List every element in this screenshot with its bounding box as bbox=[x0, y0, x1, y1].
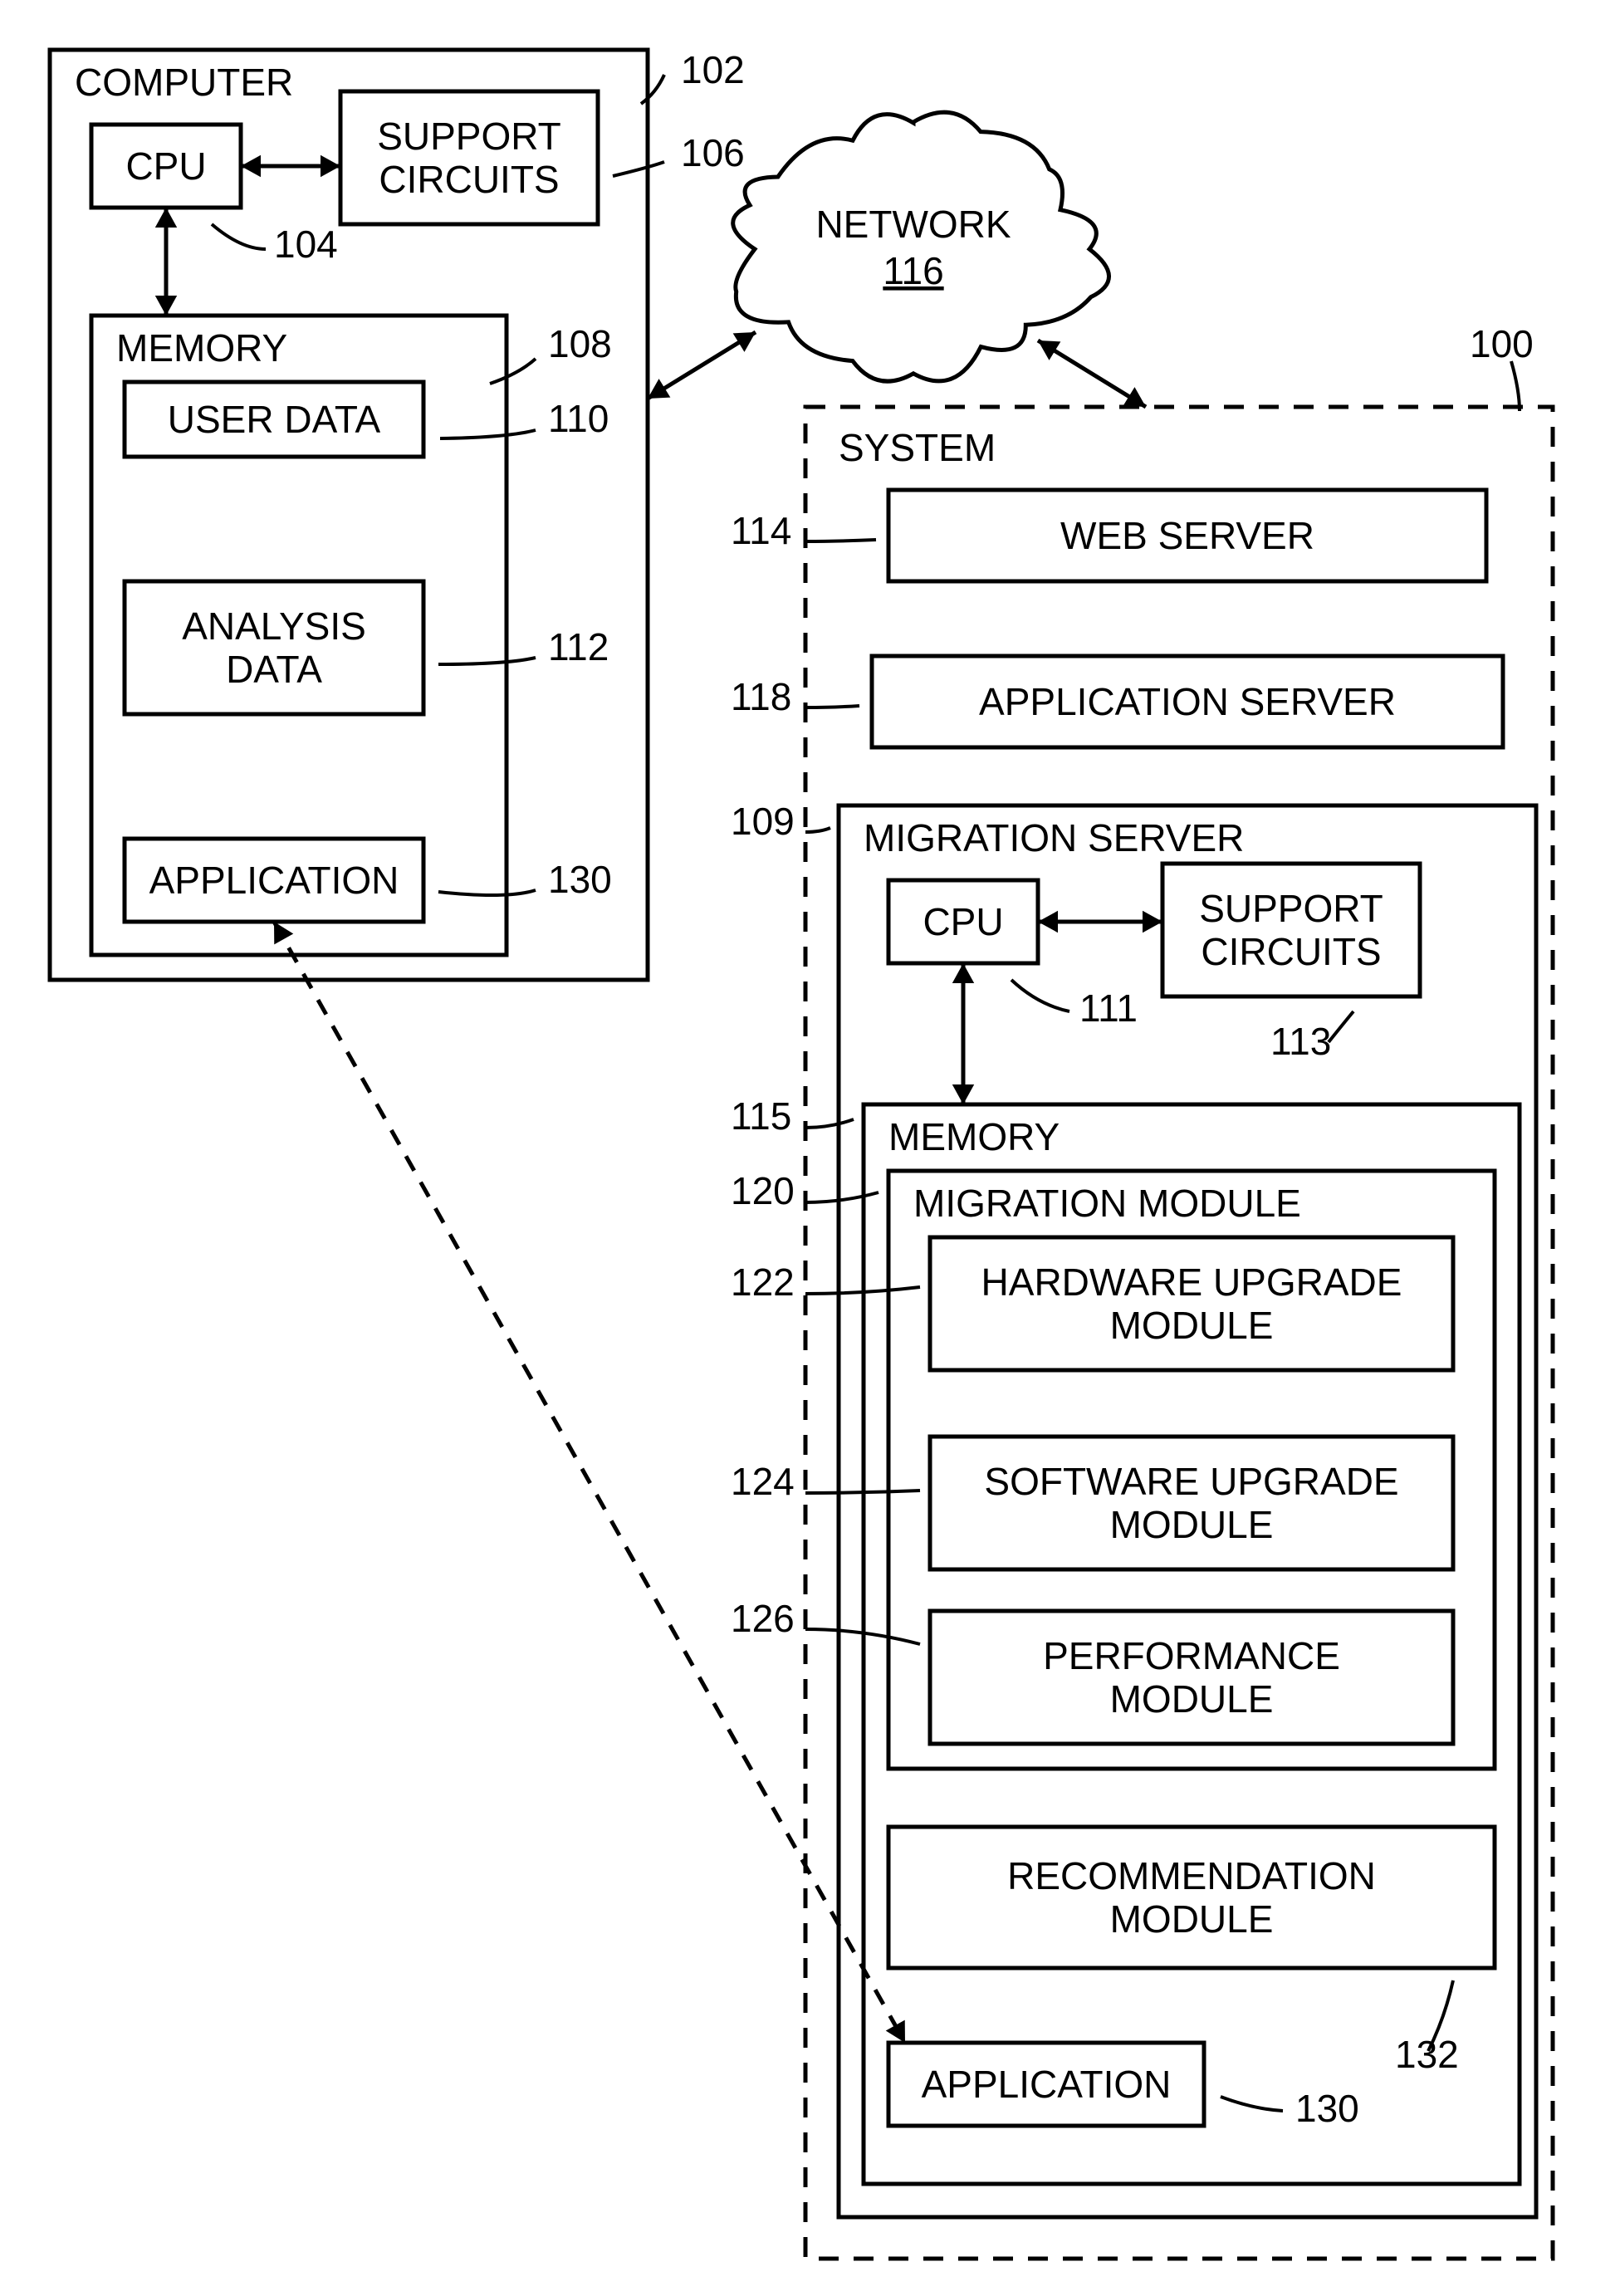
app2-label: APPLICATION bbox=[922, 2063, 1172, 2106]
cpu2-label: CPU bbox=[923, 900, 1003, 943]
system-label: SYSTEM bbox=[839, 426, 996, 469]
system-ref: 100 bbox=[1470, 322, 1534, 365]
app2-ref: 130 bbox=[1295, 2087, 1359, 2130]
network-label: NETWORK bbox=[815, 203, 1011, 246]
memory1-ref: 108 bbox=[548, 322, 612, 365]
support1-label: CIRCUITS bbox=[379, 158, 559, 201]
support1-ref: 106 bbox=[681, 131, 745, 174]
analysis-ref: 112 bbox=[548, 625, 609, 668]
swupgrade-label: MODULE bbox=[1110, 1503, 1274, 1546]
analysis-label: DATA bbox=[226, 648, 322, 691]
analysis-label: ANALYSIS bbox=[182, 605, 366, 648]
ref-leader bbox=[805, 540, 876, 541]
hwupgrade-ref: 122 bbox=[731, 1261, 795, 1304]
memory2-ref: 115 bbox=[731, 1094, 791, 1138]
support2-ref: 113 bbox=[1270, 1020, 1331, 1063]
perfmodule-ref: 126 bbox=[731, 1597, 795, 1640]
hwupgrade-label: MODULE bbox=[1110, 1304, 1274, 1347]
cpu1-ref: 104 bbox=[274, 223, 338, 266]
migserver-label: MIGRATION SERVER bbox=[864, 816, 1244, 859]
migmodule-ref: 120 bbox=[731, 1169, 795, 1212]
appserver-label: APPLICATION SERVER bbox=[979, 680, 1396, 723]
webserver-label: WEB SERVER bbox=[1060, 514, 1314, 557]
ref-leader bbox=[805, 828, 830, 832]
recmodule-label: RECOMMENDATION bbox=[1007, 1854, 1376, 1897]
webserver-ref: 114 bbox=[731, 509, 791, 552]
migmodule-label: MIGRATION MODULE bbox=[913, 1182, 1301, 1225]
ref-leader bbox=[1511, 361, 1520, 411]
ref-leader bbox=[805, 706, 859, 707]
computer-label: COMPUTER bbox=[75, 61, 293, 104]
computer-ref: 102 bbox=[681, 48, 745, 91]
swupgrade-label: SOFTWARE UPGRADE bbox=[984, 1460, 1398, 1503]
memory1-label: MEMORY bbox=[116, 326, 287, 370]
appserver-ref: 118 bbox=[731, 675, 791, 718]
hwupgrade-label: HARDWARE UPGRADE bbox=[981, 1261, 1402, 1304]
recmodule-ref: 132 bbox=[1395, 2033, 1459, 2076]
network-cloud bbox=[733, 112, 1109, 381]
app1-ref: 130 bbox=[548, 858, 612, 901]
recmodule-label: MODULE bbox=[1110, 1897, 1274, 1941]
support1-label: SUPPORT bbox=[377, 115, 561, 158]
cpu2-ref: 111 bbox=[1079, 986, 1138, 1030]
memory2-label: MEMORY bbox=[888, 1115, 1060, 1158]
migserver-ref: 109 bbox=[731, 800, 795, 843]
ref-leader bbox=[805, 1491, 920, 1493]
network-ref: 116 bbox=[883, 249, 943, 292]
app1-label: APPLICATION bbox=[149, 859, 399, 902]
userdata-ref: 110 bbox=[548, 397, 609, 440]
cpu1-label: CPU bbox=[125, 144, 206, 188]
userdata-label: USER DATA bbox=[168, 398, 381, 441]
support2-label: SUPPORT bbox=[1199, 887, 1383, 930]
swupgrade-ref: 124 bbox=[731, 1460, 795, 1503]
perfmodule-label: PERFORMANCE bbox=[1043, 1634, 1340, 1677]
support2-label: CIRCUITS bbox=[1201, 930, 1381, 973]
perfmodule-label: MODULE bbox=[1110, 1677, 1274, 1721]
